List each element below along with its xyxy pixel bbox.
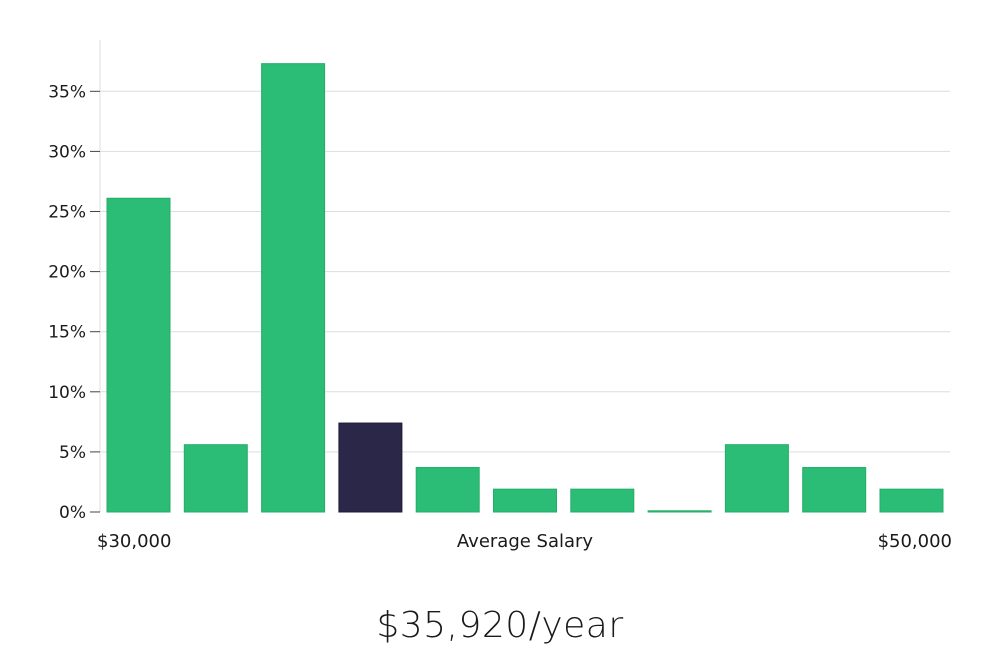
salary-histogram: 0% 5% 10% 15% 20% 25% 30% 35% $30,000 Average S… (48, 40, 952, 552)
bars (106, 63, 944, 513)
histogram-svg: 0% 5% 10% 15% 20% 25% 30% 35% $30,000 Average S… (48, 40, 952, 552)
histogram-bar-highlighted (338, 422, 403, 513)
y-tick-label: 20% (48, 263, 86, 283)
y-axis: 0% 5% 10% 15% 20% 25% 30% 35% (48, 40, 101, 523)
histogram-bar (415, 467, 480, 513)
x-max-label: $50,000 (878, 531, 952, 552)
histogram-bar (183, 444, 248, 513)
grid-lines (100, 90, 950, 453)
y-tick-label: 0% (59, 503, 86, 523)
y-tick-label: 25% (48, 203, 86, 223)
y-tick-label: 30% (48, 142, 86, 162)
histogram-bar (802, 467, 867, 513)
y-tick-label: 35% (48, 82, 86, 102)
x-axis-labels: $30,000 Average Salary $50,000 (97, 531, 952, 552)
histogram-bar (879, 488, 944, 513)
histogram-bar (570, 488, 635, 513)
y-tick-label: 15% (48, 323, 86, 343)
histogram-bar (647, 510, 712, 513)
histogram-bar (493, 488, 557, 513)
average-salary-value: $35,920/year (376, 605, 624, 646)
x-min-label: $30,000 (97, 531, 171, 552)
histogram-bar (261, 63, 326, 513)
y-tick-label: 5% (59, 443, 86, 463)
histogram-bar (106, 197, 171, 513)
y-tick-label: 10% (48, 383, 86, 403)
x-axis-title: Average Salary (457, 531, 594, 552)
histogram-bar (724, 444, 789, 513)
